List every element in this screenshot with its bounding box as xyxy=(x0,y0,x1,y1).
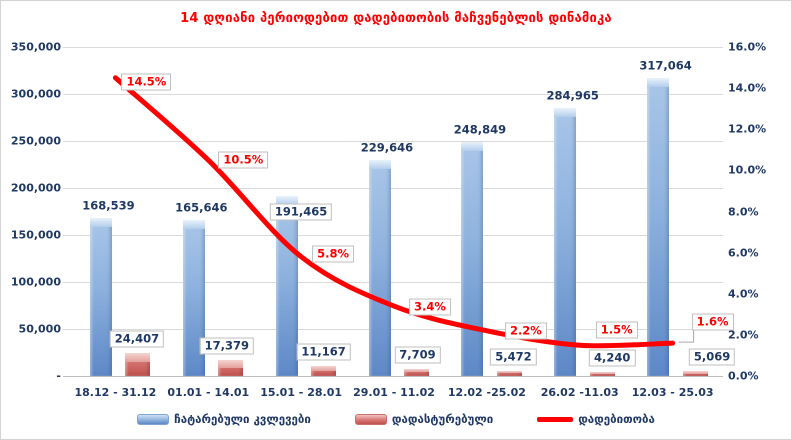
bar-confirmed[interactable] xyxy=(496,370,522,376)
chart-title: 14 დღიანი პერიოდებით დადებითობის მაჩვენე… xyxy=(180,11,612,26)
bar-confirmed-top-bevel xyxy=(589,372,615,374)
category-label: 26.02 -11.03 xyxy=(540,386,619,399)
bar-confirmed[interactable] xyxy=(218,359,244,376)
bar-confirmed[interactable] xyxy=(125,353,151,376)
legend-label-surveys: ჩატარებული კვლევები xyxy=(174,412,311,426)
confirmed-count-label: 17,379 xyxy=(199,337,254,355)
category-label: 29.01 - 11.02 xyxy=(353,386,435,399)
bar-surveys-top-bevel xyxy=(554,108,577,118)
confirmed-count-label: 11,167 xyxy=(296,343,351,360)
bar-surveys[interactable] xyxy=(368,160,391,376)
bar-confirmed-top-bevel xyxy=(682,371,708,374)
y-axis-right-tick: 8.0% xyxy=(728,205,759,218)
bar-surveys-top-bevel xyxy=(89,217,112,227)
y-axis-left-tick: 300,000 xyxy=(10,87,61,101)
red-bar-swatch-icon xyxy=(354,413,387,425)
bar-surveys-top-bevel xyxy=(647,78,670,87)
confirmed-count-label: 5,472 xyxy=(490,348,537,366)
gridline xyxy=(63,94,723,95)
gridline xyxy=(63,47,723,48)
bar-confirmed[interactable] xyxy=(311,365,337,376)
survey-count-label: 229,646 xyxy=(360,140,414,155)
survey-count-label: 191,465 xyxy=(269,203,333,221)
y-axis-right-tick: 14.0% xyxy=(728,81,767,95)
category-label: 01.01 - 14.01 xyxy=(167,386,250,399)
gridline xyxy=(63,188,723,189)
positivity-percent-label: 3.4% xyxy=(409,298,451,316)
y-axis-right-tick: 4.0% xyxy=(728,287,759,301)
y-axis-left-tick: 50,000 xyxy=(18,322,61,336)
bar-surveys[interactable] xyxy=(275,196,298,376)
positivity-percent-label: 5.8% xyxy=(312,245,355,263)
y-axis-left-tick: 100,000 xyxy=(10,275,61,289)
confirmed-count-label: 7,709 xyxy=(394,346,441,364)
bar-confirmed[interactable] xyxy=(682,371,708,376)
category-label: 18.12 - 31.12 xyxy=(74,386,157,399)
bar-confirmed[interactable] xyxy=(589,372,615,376)
confirmed-count-label: 4,240 xyxy=(588,349,636,367)
y-axis-right-tick: 0.0% xyxy=(728,369,759,383)
positivity-percent-label: 14.5% xyxy=(121,73,172,91)
gridline xyxy=(63,282,723,283)
category-label: 12.03 - 25.03 xyxy=(631,386,714,399)
bar-surveys-top-bevel xyxy=(461,142,484,152)
y-axis-right-tick: 12.0% xyxy=(728,122,767,136)
positivity-percent-label: 1.5% xyxy=(595,321,638,339)
y-axis-right-tick: 6.0% xyxy=(728,246,759,260)
bar-surveys-top-bevel xyxy=(182,220,205,230)
y-axis-right-tick: 16.0% xyxy=(728,40,767,54)
legend-item-confirmed[interactable]: დადასტურებული xyxy=(354,412,494,426)
survey-count-label: 317,064 xyxy=(639,58,692,73)
y-axis-left-tick: 350,000 xyxy=(10,40,61,54)
bar-surveys[interactable] xyxy=(89,217,112,376)
positivity-percent-label: 2.2% xyxy=(504,322,547,340)
bar-confirmed-top-bevel xyxy=(404,368,429,373)
category-label: 15.01 - 28.01 xyxy=(260,386,342,399)
positivity-percent-label: 1.6% xyxy=(691,313,734,331)
x-axis-line xyxy=(63,376,723,377)
bar-surveys[interactable] xyxy=(554,108,577,376)
legend-label-confirmed: დადასტურებული xyxy=(391,412,494,426)
bar-surveys-top-bevel xyxy=(368,160,391,170)
legend-item-positivity[interactable]: დადებითობა xyxy=(537,412,655,426)
y-axis-left-tick: 250,000 xyxy=(10,134,61,148)
y-axis-right-tick: 2.0% xyxy=(728,328,759,342)
y-axis-right-tick: 10.0% xyxy=(728,163,767,177)
survey-count-label: 284,965 xyxy=(546,88,599,103)
y-axis-left-tick: 150,000 xyxy=(10,228,61,242)
confirmed-count-label: 5,069 xyxy=(688,348,736,366)
positivity-percent-label: 10.5% xyxy=(218,151,269,169)
bar-confirmed[interactable] xyxy=(404,368,429,376)
gridline xyxy=(63,235,723,236)
survey-count-label: 168,539 xyxy=(82,198,135,213)
survey-count-label: 165,646 xyxy=(175,200,228,215)
bar-confirmed-top-bevel xyxy=(125,353,151,363)
bar-confirmed-top-bevel xyxy=(496,370,522,374)
red-line-swatch-icon xyxy=(537,416,574,422)
bar-surveys[interactable] xyxy=(647,78,670,376)
y-axis-left-tick: - xyxy=(56,369,61,383)
y-axis-left-tick: 200,000 xyxy=(10,181,61,195)
bar-confirmed-top-bevel xyxy=(218,359,244,368)
category-label: 12.02 -25.02 xyxy=(447,386,526,399)
bar-confirmed-top-bevel xyxy=(311,365,337,371)
legend-item-surveys[interactable]: ჩატარებული კვლევები xyxy=(137,412,311,426)
bar-surveys[interactable] xyxy=(461,142,484,376)
blue-bar-swatch-icon xyxy=(137,413,170,425)
legend: ჩატარებული კვლევები დადასტურებული დადები… xyxy=(1,412,791,426)
survey-count-label: 248,849 xyxy=(453,122,507,137)
confirmed-count-label: 24,407 xyxy=(109,330,165,348)
legend-label-positivity: დადებითობა xyxy=(578,412,655,426)
